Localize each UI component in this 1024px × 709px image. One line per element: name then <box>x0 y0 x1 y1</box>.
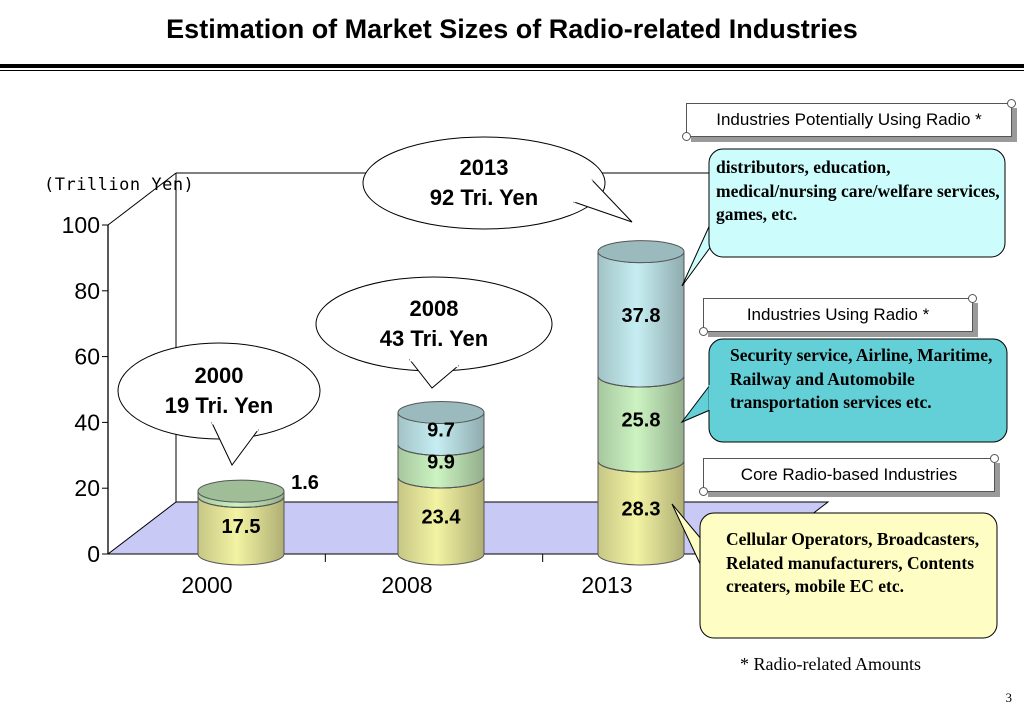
y-unit-label: (Trillion Yen) <box>44 175 194 195</box>
bar-segment-boundary <box>397 444 485 456</box>
footnote: * Radio-related Amounts <box>740 654 921 674</box>
bar-top-cap-2000 <box>197 479 285 503</box>
bar-value-label: 9.7 <box>427 419 455 441</box>
bubble-total-label: 43 Tri. Yen <box>380 326 488 351</box>
bar-value-label: 37.8 <box>622 305 661 327</box>
legend-box-core <box>671 503 998 639</box>
legend-box-potential-box <box>708 148 1006 258</box>
title-rule-thick <box>0 64 1024 68</box>
bar-stack-2013: 28.3 25.8 37.8 2013 <box>581 240 685 598</box>
side-wall-top <box>107 172 177 226</box>
legend-box-using-pointer <box>680 383 711 424</box>
legend-box-potential <box>681 148 1006 287</box>
legend-callout-shapes <box>671 148 1008 639</box>
bar-stack-2008: 23.4 9.9 9.7 2008 <box>381 401 485 598</box>
y-tick-label: 40 <box>74 409 100 435</box>
legend-box-core-box <box>699 512 998 639</box>
bubble-total-label: 92 Tri. Yen <box>430 185 538 210</box>
bubble-year-label: 2008 <box>410 296 459 321</box>
legend-description-potential: distributors, education, medical/nursing… <box>716 157 1000 224</box>
x-tick-label: 2008 <box>381 572 432 598</box>
legend-box-potential-pointer <box>681 219 713 287</box>
bar-top-cap-2008 <box>397 401 485 425</box>
legend-label-using: Industries Using Radio * <box>699 294 977 336</box>
bubble-tail-join <box>409 358 459 368</box>
legend-description-using: Security service, Airline, Maritime, Rai… <box>730 345 993 412</box>
page-number: 3 <box>1005 690 1013 705</box>
bar-value-label: 1.6 <box>291 472 319 494</box>
y-tick-label: 0 <box>87 541 100 567</box>
bar-value-label: 23.4 <box>422 507 462 529</box>
x-tick-label: 2000 <box>181 572 232 598</box>
y-tick-label: 100 <box>62 212 100 238</box>
bar-stack-2000: 17.5 1.6 2000 <box>181 472 318 598</box>
bar-segment-boundary <box>597 460 685 473</box>
bubble-body <box>362 136 606 230</box>
bubble-tail-join <box>211 421 259 432</box>
bubble-tail-join <box>573 179 593 203</box>
legend-box-using <box>680 338 1008 443</box>
bubble-body <box>117 342 321 440</box>
bar-value-label: 17.5 <box>222 516 261 538</box>
bubble-callout-2000: 2000 19 Tri. Yen <box>117 342 321 466</box>
legend-label-core: Core Radio-based Industries <box>699 454 999 496</box>
bar-value-label: 25.8 <box>622 409 661 431</box>
x-tick-label: 2013 <box>581 572 632 598</box>
y-tick-label: 80 <box>74 278 100 304</box>
bar-segment-boundary <box>197 496 285 508</box>
bar-stacks: 17.5 1.6 2000 23.4 9.9 9.7 2008 28.3 25.8 37.8 201… <box>181 240 685 598</box>
bubble-body <box>315 276 553 372</box>
bubble-callouts: 2000 19 Tri. Yen 2008 43 Tri. Yen 2013 92 Tri… <box>117 136 633 466</box>
bar-value-label: 28.3 <box>622 498 661 520</box>
y-tick-label: 60 <box>74 344 100 370</box>
bar-top-cap-2013 <box>597 240 685 264</box>
bubble-total-label: 19 Tri. Yen <box>165 393 273 418</box>
page-title: Estimation of Market Sizes of Radio-rela… <box>166 14 858 44</box>
bar-value-label: 9.9 <box>427 452 455 474</box>
legend-description-core: Cellular Operators, Broadcasters, Relate… <box>726 529 980 596</box>
y-tick-label: 20 <box>74 475 100 501</box>
bubble-callout-2008: 2008 43 Tri. Yen <box>315 276 553 389</box>
title-rule-thin <box>0 70 1024 71</box>
legend-label-potential: Industries Potentially Using Radio * <box>682 99 1016 141</box>
bar-segment-boundary <box>397 476 485 489</box>
bubble-year-label: 2013 <box>460 155 509 180</box>
bubble-year-label: 2000 <box>195 363 244 388</box>
bubble-callout-2013: 2013 92 Tri. Yen <box>362 136 633 230</box>
bar-segment-boundary <box>597 375 685 388</box>
